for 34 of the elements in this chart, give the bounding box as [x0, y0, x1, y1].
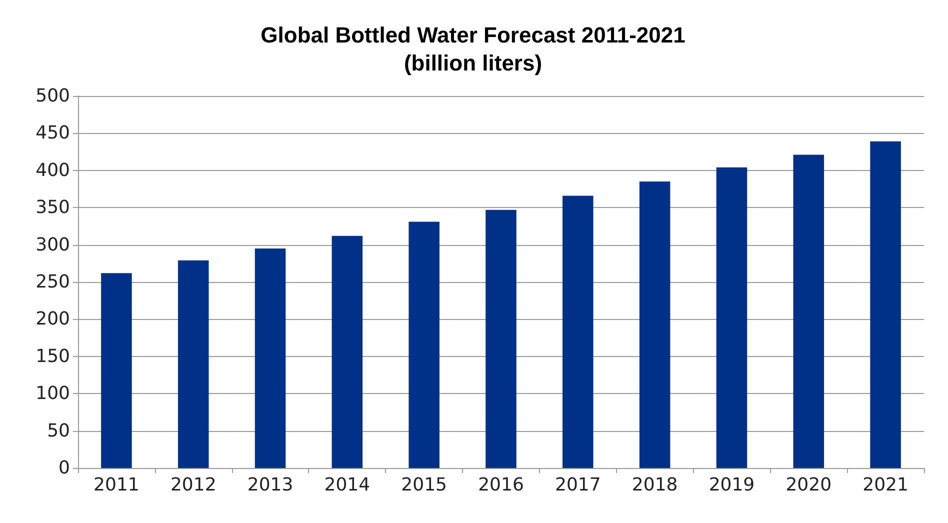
y-tick-label: 450 — [36, 122, 70, 144]
bar — [178, 260, 209, 468]
chart-title: Global Bottled Water Forecast 2011-2021 (billion liters) — [260, 22, 686, 76]
bar — [408, 222, 440, 468]
x-tick-label: 2012 — [170, 474, 216, 496]
x-tick-label: 2016 — [478, 474, 524, 496]
bar — [870, 141, 901, 468]
bar — [332, 236, 363, 468]
x-tick-label: 2018 — [632, 474, 678, 496]
x-tick-label: 2013 — [247, 474, 294, 496]
y-tick-label: 300 — [36, 234, 70, 256]
bar — [639, 182, 670, 468]
bar — [716, 167, 748, 468]
x-tick-label: 2020 — [786, 474, 832, 496]
x-tick-label: 2017 — [555, 474, 601, 496]
x-tick-label: 2015 — [401, 474, 447, 496]
bar — [254, 248, 286, 468]
y-tick-label: 200 — [36, 308, 70, 330]
y-tick-label: 100 — [36, 383, 70, 404]
y-tick-label: 250 — [36, 272, 70, 292]
x-tick-label: 2011 — [94, 474, 140, 496]
x-tick-label: 2019 — [708, 474, 755, 496]
bar — [793, 154, 824, 468]
y-tick-label: 350 — [36, 197, 70, 218]
y-tick-label: 50 — [47, 420, 70, 442]
bar — [562, 196, 594, 468]
y-tick-label: 500 — [36, 86, 70, 106]
x-tick-label: 2021 — [862, 474, 908, 496]
y-tick-label: 0 — [58, 458, 70, 478]
x-tick-label: 2014 — [324, 474, 370, 496]
y-tick-label: 400 — [36, 160, 70, 181]
y-tick-label: 150 — [36, 346, 70, 367]
bar — [101, 273, 132, 468]
bar — [486, 210, 516, 468]
